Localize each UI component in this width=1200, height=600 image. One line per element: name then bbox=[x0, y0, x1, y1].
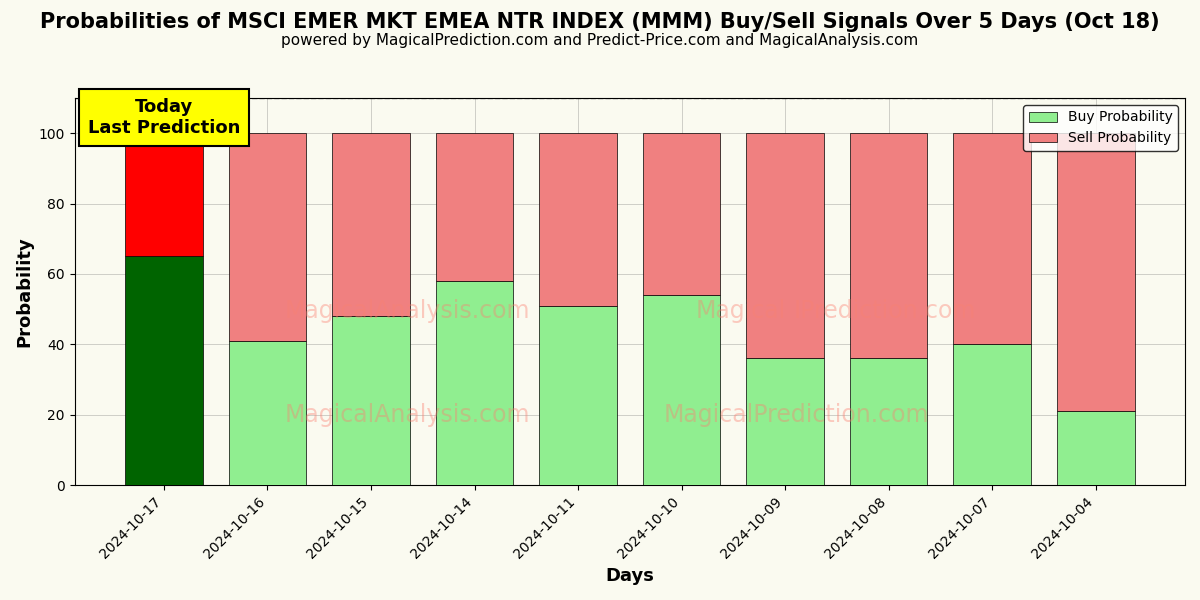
Bar bbox=[953, 133, 1031, 344]
Bar bbox=[953, 344, 1031, 485]
Text: Magical: Magical bbox=[696, 299, 786, 323]
X-axis label: Days: Days bbox=[605, 567, 654, 585]
Bar bbox=[229, 341, 306, 485]
Bar bbox=[332, 316, 410, 485]
Text: Probabilities of MSCI EMER MKT EMEA NTR INDEX (MMM) Buy/Sell Signals Over 5 Days: Probabilities of MSCI EMER MKT EMEA NTR … bbox=[40, 12, 1160, 32]
Bar bbox=[436, 281, 514, 485]
Text: MagicalPrediction.com: MagicalPrediction.com bbox=[664, 403, 929, 427]
Bar bbox=[1057, 411, 1134, 485]
Text: MagicalAnalysis.com: MagicalAnalysis.com bbox=[286, 403, 530, 427]
Bar bbox=[539, 133, 617, 305]
Bar bbox=[125, 256, 203, 485]
Bar bbox=[746, 358, 824, 485]
Text: IPrediction.com: IPrediction.com bbox=[794, 299, 977, 323]
Bar bbox=[229, 133, 306, 341]
Y-axis label: Probability: Probability bbox=[16, 236, 34, 347]
Bar bbox=[850, 358, 928, 485]
Legend: Buy Probability, Sell Probability: Buy Probability, Sell Probability bbox=[1024, 105, 1178, 151]
Bar bbox=[332, 133, 410, 316]
Text: MagicalAnalysis.com: MagicalAnalysis.com bbox=[286, 299, 530, 323]
Bar bbox=[643, 295, 720, 485]
Bar bbox=[850, 133, 928, 358]
Bar bbox=[539, 305, 617, 485]
Text: Today
Last Prediction: Today Last Prediction bbox=[88, 98, 240, 137]
Bar bbox=[746, 133, 824, 358]
Bar bbox=[125, 133, 203, 256]
Bar bbox=[436, 133, 514, 281]
Text: powered by MagicalPrediction.com and Predict-Price.com and MagicalAnalysis.com: powered by MagicalPrediction.com and Pre… bbox=[281, 33, 919, 48]
Bar bbox=[1057, 133, 1134, 411]
Bar bbox=[643, 133, 720, 295]
